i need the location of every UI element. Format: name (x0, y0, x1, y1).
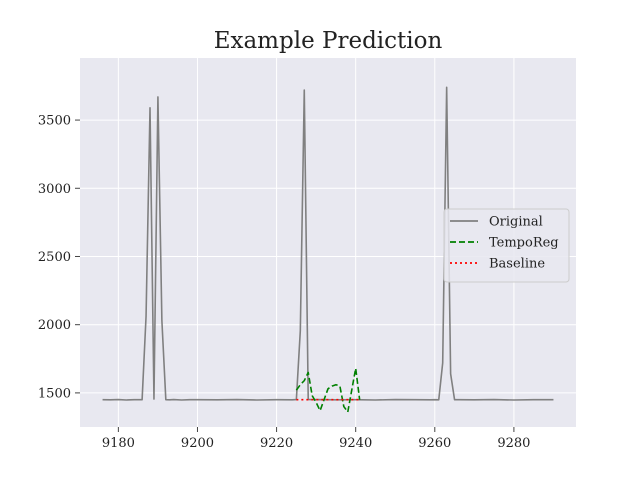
x-axis-ticks: 9180 9200 9220 9240 9260 9280 (102, 427, 530, 451)
y-tick-label: 3500 (38, 114, 71, 129)
x-tick-label: 9220 (260, 436, 293, 451)
y-tick-label: 1500 (38, 386, 71, 401)
y-tick-label: 2500 (38, 250, 71, 265)
series-line-temporeg (295, 367, 361, 413)
x-tick-label: 9240 (339, 436, 372, 451)
x-tick-label: 9180 (102, 436, 135, 451)
y-axis-ticks: 1500 2000 2500 3000 3500 (38, 114, 80, 401)
y-tick-label: 2000 (38, 318, 71, 333)
legend-label: Baseline (489, 257, 545, 272)
legend: Original TempoReg Baseline (443, 208, 570, 283)
x-tick-label: 9200 (181, 436, 214, 451)
chart-title: Example Prediction (214, 28, 443, 54)
x-tick-label: 9280 (497, 436, 530, 451)
x-tick-label: 9260 (418, 436, 451, 451)
y-tick-label: 3000 (38, 182, 71, 197)
legend-label: Original (489, 215, 543, 230)
legend-label: TempoReg (489, 236, 559, 251)
